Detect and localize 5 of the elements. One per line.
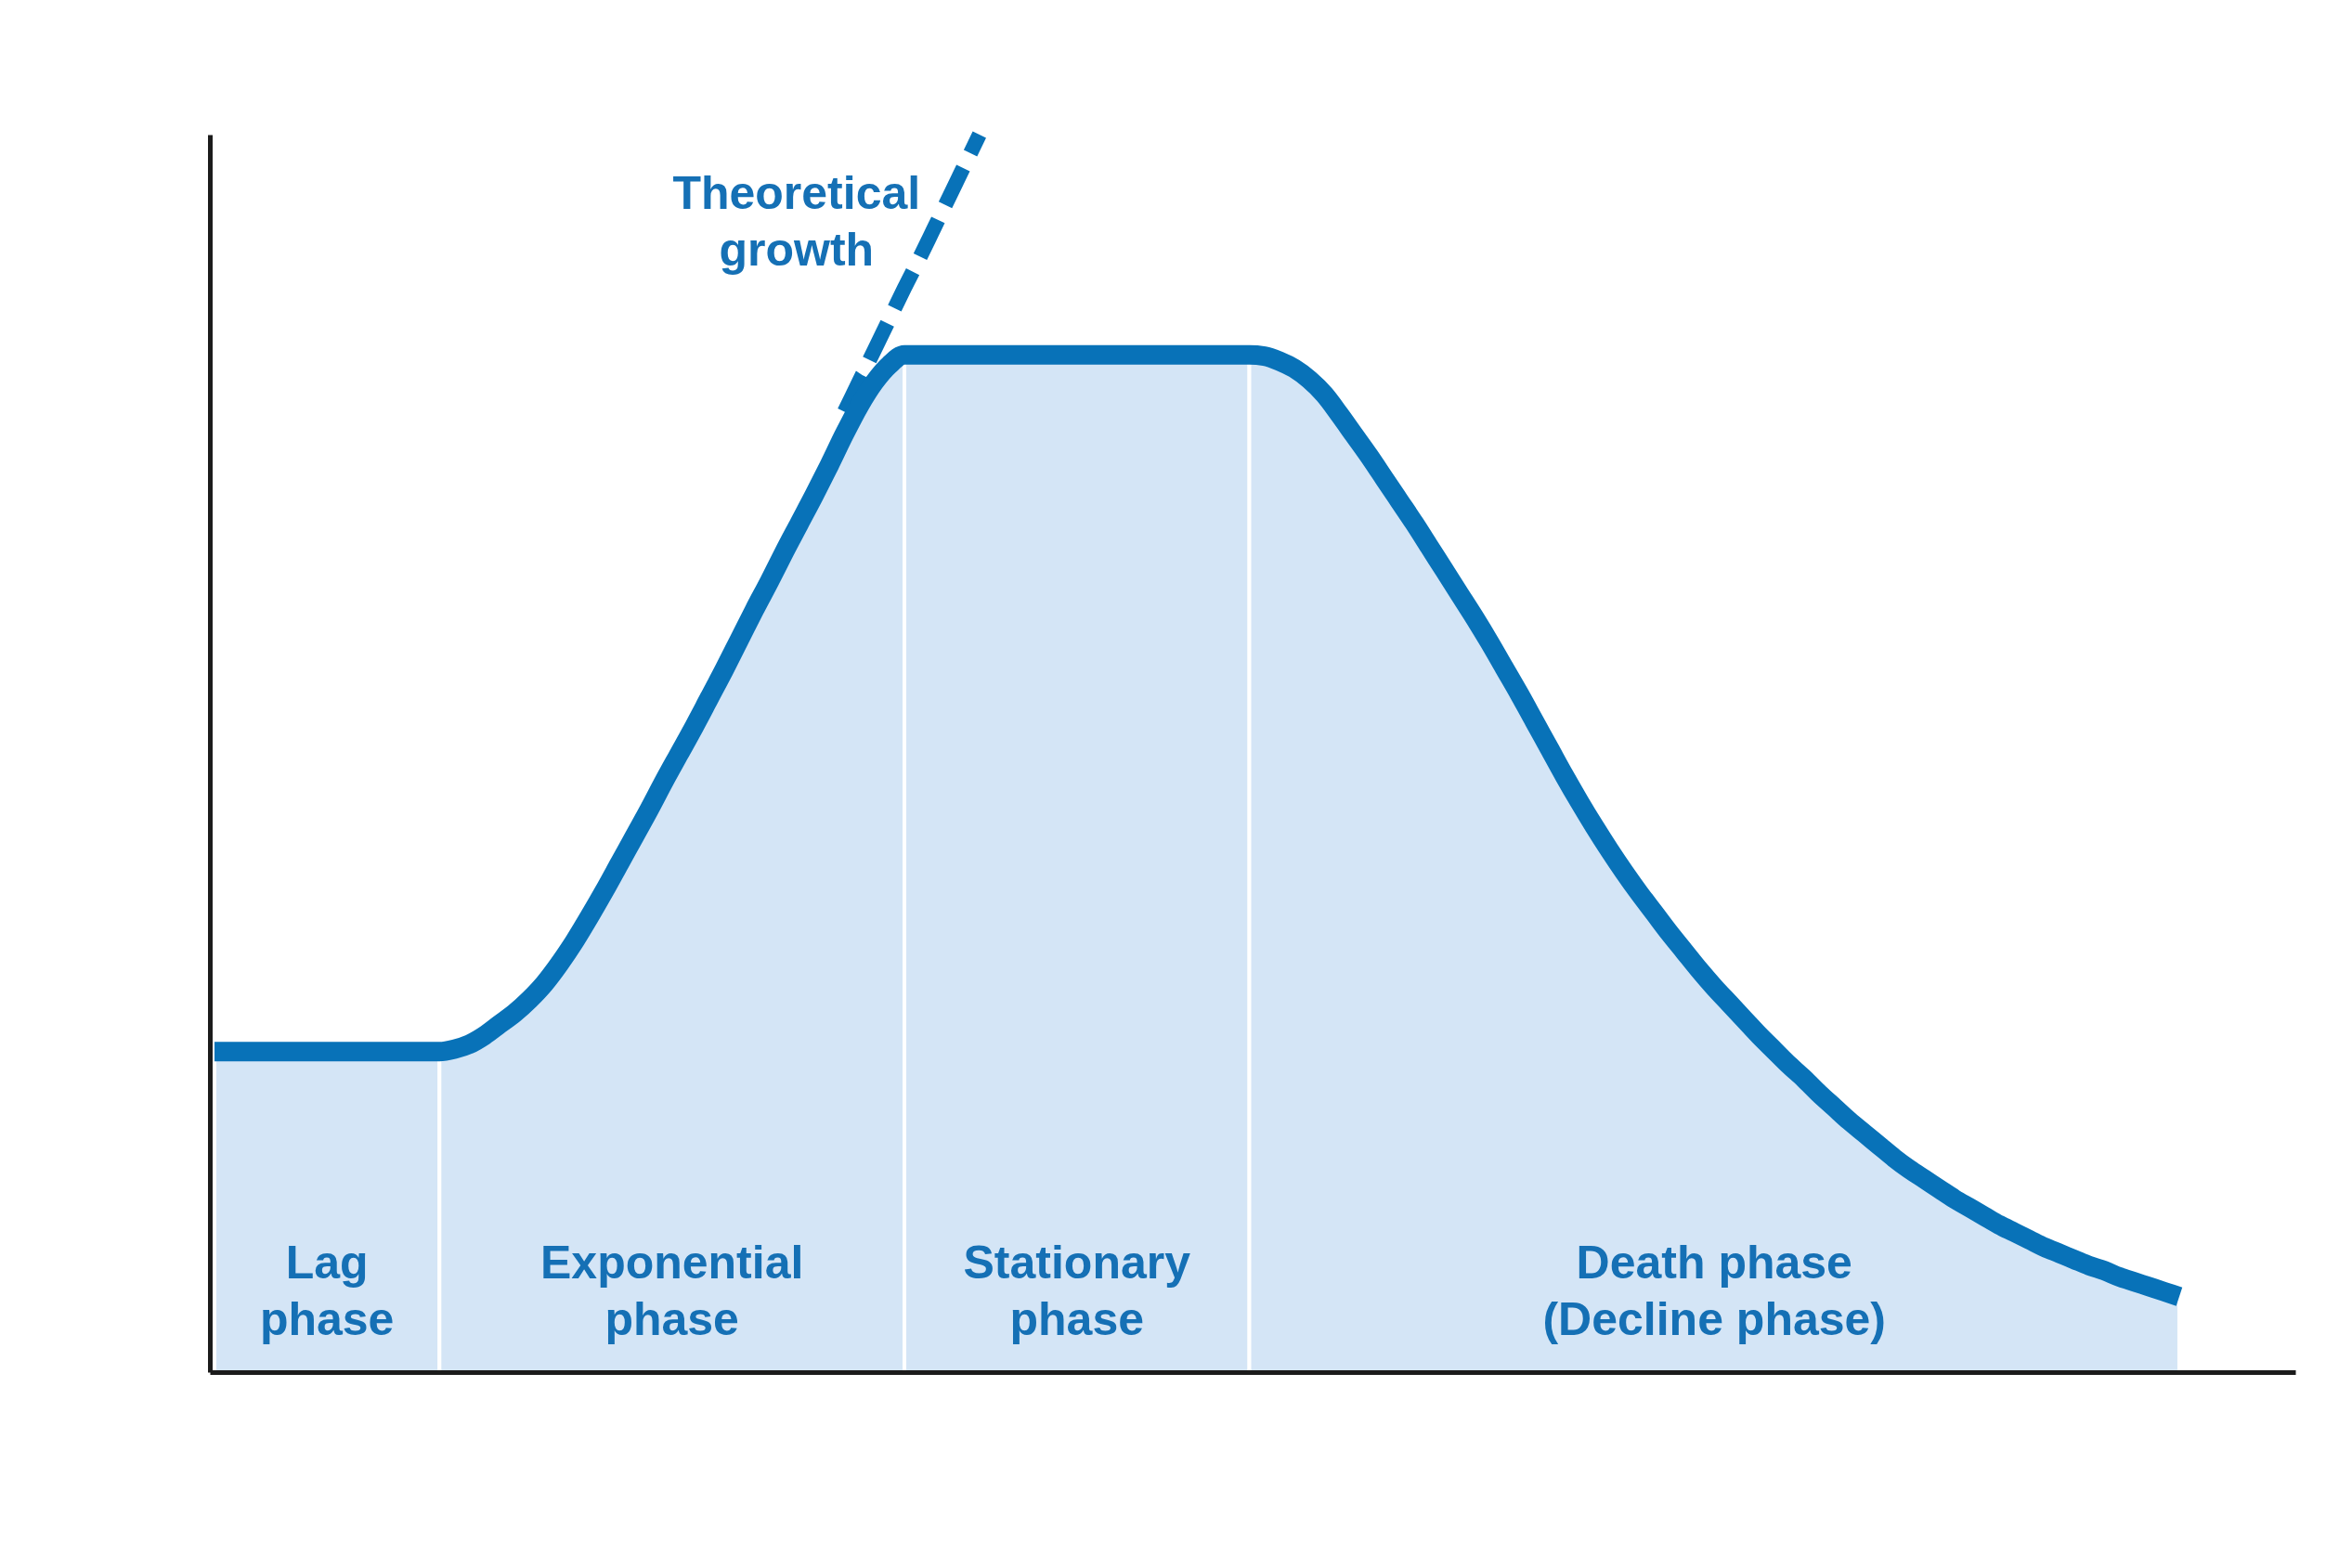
series-label: Death phase (Decline phase) [1542,1237,1887,1345]
series-label: Exponential phase [539,1237,804,1345]
series-label: Lag phase [259,1237,395,1345]
series-label: Stationary phase [963,1237,1191,1345]
series-label: Theoretical growth [672,167,921,276]
